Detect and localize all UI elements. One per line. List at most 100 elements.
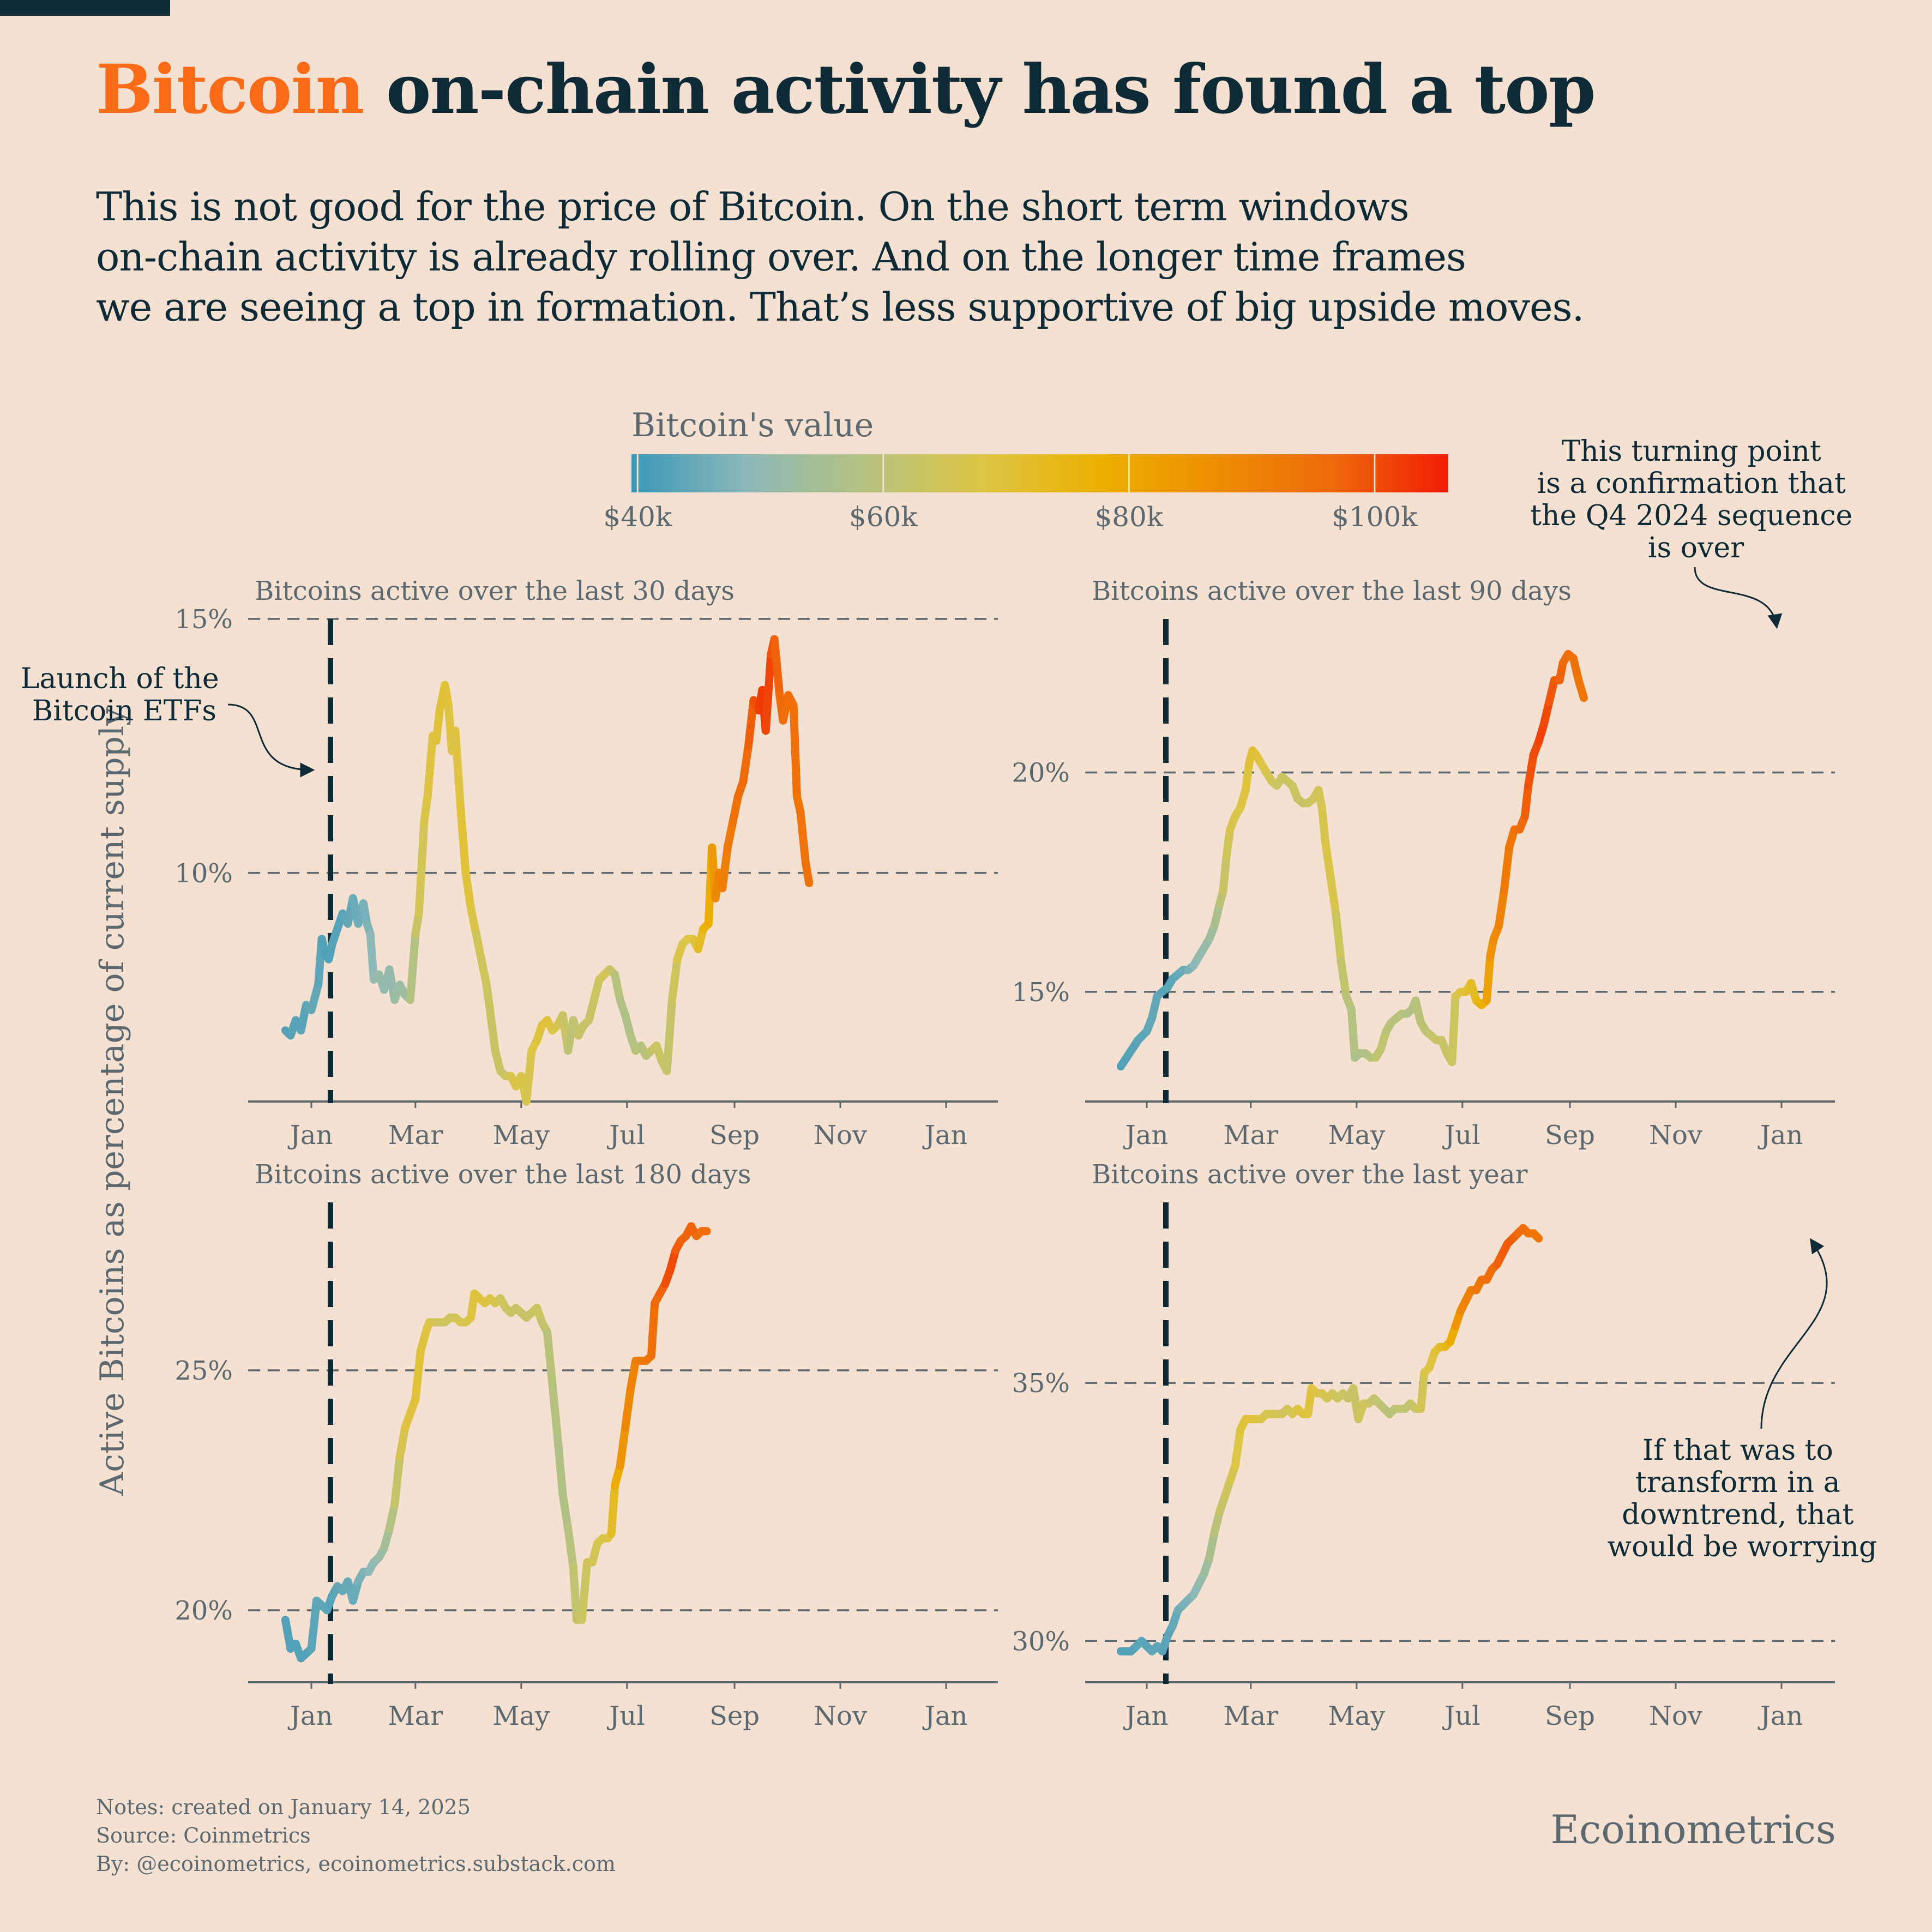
x-tick-label: Jul bbox=[1442, 1120, 1480, 1151]
x-tick-label: Mar bbox=[1223, 1701, 1278, 1731]
y-axis-label: Active Bitcoins as percentage of current… bbox=[93, 707, 131, 1496]
colorbar-tick-label: $100k bbox=[1332, 501, 1418, 533]
x-tick-label: Sep bbox=[1545, 1701, 1595, 1731]
line-segment bbox=[611, 970, 624, 1004]
etf-launch-annotation: Launch of the Bitcoin ETFs bbox=[21, 663, 228, 727]
line-segment bbox=[467, 904, 480, 938]
line-segment bbox=[281, 1616, 295, 1653]
y-tick-label: 15% bbox=[1012, 977, 1070, 1008]
x-tick-label: Jan bbox=[1758, 1701, 1803, 1731]
line-segment bbox=[558, 1491, 573, 1533]
line-segment bbox=[451, 726, 465, 811]
line-segment bbox=[423, 731, 437, 801]
line-segment bbox=[569, 1563, 581, 1624]
y-tick-label: 35% bbox=[1012, 1368, 1070, 1399]
line-segment bbox=[432, 706, 444, 745]
line-segment bbox=[668, 955, 682, 1004]
line-segment bbox=[414, 818, 429, 918]
colorbar bbox=[631, 454, 1448, 492]
turning-point-annotation: This turning point is a confirmation tha… bbox=[1530, 435, 1862, 564]
line-segment bbox=[411, 1347, 425, 1404]
footer-line: Notes: created on January 14, 2025 bbox=[96, 1795, 471, 1819]
etf-launch-arrow bbox=[227, 703, 315, 778]
line-segment bbox=[577, 1558, 592, 1624]
x-tick-label: Jul bbox=[606, 1120, 645, 1151]
line-segment bbox=[1222, 825, 1235, 860]
line-segment bbox=[553, 1433, 567, 1500]
line-segment bbox=[522, 1046, 536, 1106]
line-segment bbox=[390, 1452, 404, 1509]
line-segment bbox=[723, 818, 737, 852]
line-segment bbox=[789, 701, 801, 801]
line-segment bbox=[621, 1385, 635, 1433]
line-segment bbox=[406, 930, 420, 1004]
colorbar-tick-label: $40k bbox=[603, 501, 672, 533]
top-accent-bar bbox=[0, 0, 170, 16]
chart-panel: Bitcoins active over the last 90 days 15%… bbox=[1012, 576, 1835, 1151]
line-segment bbox=[482, 980, 495, 1014]
x-tick-label: Jan bbox=[1123, 1120, 1169, 1151]
x-tick-label: Jan bbox=[1758, 1120, 1803, 1151]
x-tick-label: May bbox=[492, 1120, 550, 1151]
line-segment bbox=[1524, 750, 1538, 790]
panel-title: Bitcoins active over the last 180 days bbox=[255, 1159, 751, 1190]
subtitle-line: we are seeing a top in formation. That’s… bbox=[96, 284, 1584, 330]
x-tick-label: Mar bbox=[388, 1120, 443, 1151]
x-tick-label: Nov bbox=[814, 1701, 867, 1731]
line-segment bbox=[1337, 957, 1351, 1001]
line-segment bbox=[1574, 676, 1588, 702]
line-segment bbox=[1205, 1528, 1219, 1563]
worrying-arrow bbox=[1760, 1238, 1828, 1429]
x-tick-label: Nov bbox=[814, 1120, 867, 1151]
line-segment bbox=[461, 869, 476, 913]
y-tick-label: 10% bbox=[174, 858, 233, 889]
line-segment bbox=[607, 1481, 619, 1538]
line-segment bbox=[647, 1299, 659, 1361]
x-tick-label: Jan bbox=[922, 1120, 968, 1151]
x-tick-label: Sep bbox=[709, 1701, 760, 1731]
line-segment bbox=[801, 858, 814, 887]
line-segment bbox=[761, 650, 775, 735]
worrying-annotation: If that was to transform in a downtrend,… bbox=[1608, 1434, 1877, 1563]
line-segment bbox=[744, 696, 758, 750]
line-segment bbox=[1482, 953, 1495, 1005]
line-segment bbox=[626, 1356, 640, 1394]
line-segment bbox=[477, 955, 491, 989]
line-segment bbox=[1219, 851, 1231, 895]
x-tick-label: May bbox=[1328, 1120, 1385, 1151]
colorbar-label: Bitcoin's value bbox=[631, 406, 874, 444]
line-segment bbox=[1448, 992, 1460, 1067]
chart-panel: Bitcoins active over the last 30 days 10%… bbox=[174, 576, 998, 1151]
x-tick-label: May bbox=[1328, 1701, 1385, 1731]
page-title: Bitcoin on-chain activity has found a to… bbox=[96, 49, 1596, 131]
line-segment bbox=[564, 1524, 577, 1572]
line-segment bbox=[548, 1380, 562, 1442]
x-tick-label: Jul bbox=[606, 1701, 645, 1731]
line-segment bbox=[1317, 803, 1330, 847]
x-tick-label: Jan bbox=[1123, 1701, 1169, 1731]
line-segment bbox=[1241, 760, 1254, 795]
line-segment bbox=[1347, 1005, 1359, 1062]
line-segment bbox=[1416, 1368, 1429, 1413]
line-segment bbox=[1332, 908, 1345, 966]
x-tick-label: Jan bbox=[287, 1701, 333, 1731]
line-segment bbox=[1326, 874, 1340, 917]
y-tick-label: 30% bbox=[1012, 1626, 1070, 1657]
colorbar-tick-label: $60k bbox=[849, 501, 918, 533]
line-segment bbox=[739, 742, 753, 786]
colorbar-ticks: $40k $60k $80k $100k bbox=[603, 454, 1418, 533]
chart-panel: Bitcoins active over the last 180 days 20… bbox=[174, 1159, 998, 1731]
x-tick-label: May bbox=[492, 1701, 550, 1731]
line-segment bbox=[729, 792, 742, 827]
panel-title: Bitcoins active over the last year bbox=[1092, 1159, 1528, 1190]
y-tick-label: 20% bbox=[174, 1596, 233, 1626]
colorbar-tick-label: $80k bbox=[1094, 501, 1163, 533]
subtitle-line: on-chain activity is already rolling ove… bbox=[96, 234, 1466, 280]
footer-line: Source: Coinmetrics bbox=[96, 1823, 311, 1847]
x-tick-label: Jul bbox=[1442, 1701, 1480, 1731]
chart-panel: Bitcoins active over the last year 30% 35%… bbox=[1012, 1159, 1835, 1731]
line-segment bbox=[366, 930, 378, 984]
line-segment bbox=[1529, 1229, 1543, 1243]
line-segment bbox=[718, 843, 732, 893]
